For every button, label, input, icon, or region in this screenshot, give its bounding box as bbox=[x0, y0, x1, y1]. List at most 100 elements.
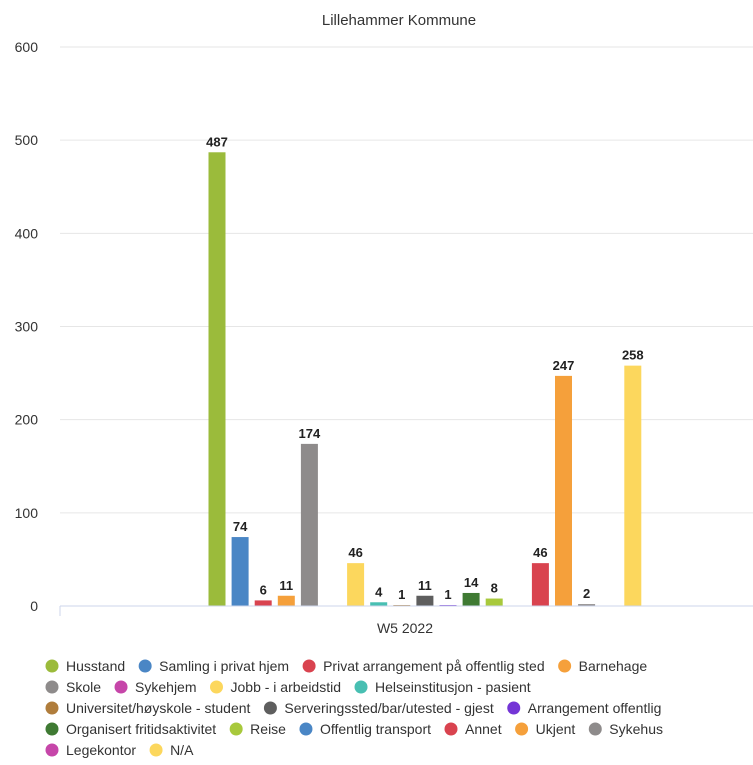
legend-marker bbox=[299, 722, 313, 736]
chart-title: Lillehammer Kommune bbox=[322, 12, 476, 29]
legend-item[interactable]: Sykehus bbox=[588, 721, 663, 737]
legend-marker bbox=[558, 659, 572, 673]
y-tick-label: 600 bbox=[15, 39, 39, 55]
legend-label: Sykehus bbox=[609, 721, 663, 737]
data-label: 247 bbox=[553, 358, 575, 373]
data-label: 46 bbox=[348, 545, 362, 560]
legend-marker bbox=[114, 680, 128, 694]
legend-item[interactable]: Organisert fritidsaktivitet bbox=[45, 721, 217, 737]
legend-item[interactable]: Helseinstitusjon - pasient bbox=[354, 679, 531, 695]
bar-jobb-i-arbeidstid[interactable] bbox=[347, 563, 365, 606]
legend-marker bbox=[45, 680, 59, 694]
data-label: 6 bbox=[260, 582, 267, 597]
legend-item[interactable]: Barnehage bbox=[558, 658, 647, 674]
legend-label: N/A bbox=[170, 742, 194, 758]
legend-item[interactable]: Privat arrangement på offentlig sted bbox=[302, 658, 545, 674]
bars bbox=[208, 152, 642, 607]
legend-item[interactable]: N/A bbox=[149, 742, 195, 758]
y-tick-label: 500 bbox=[15, 132, 39, 148]
legend-item[interactable]: Legekontor bbox=[45, 742, 137, 758]
y-tick-label: 400 bbox=[15, 225, 39, 241]
legend-item[interactable]: Skole bbox=[45, 679, 102, 695]
legend-label: Offentlig transport bbox=[320, 721, 431, 737]
legend-label: Samling i privat hjem bbox=[159, 658, 289, 674]
bar-helseinstitusjon-pasient[interactable] bbox=[370, 602, 388, 606]
data-label: 2 bbox=[583, 586, 590, 601]
data-label: 46 bbox=[533, 545, 547, 560]
bar-annet[interactable] bbox=[531, 563, 549, 606]
legend-marker bbox=[588, 722, 602, 736]
legend-label: Arrangement offentlig bbox=[528, 700, 662, 716]
y-tick-label: 0 bbox=[30, 598, 38, 614]
bar-privat-arrangement-p-offentlig-sted[interactable] bbox=[254, 600, 272, 606]
legend-label: Serveringssted/bar/utested - gjest bbox=[284, 700, 493, 716]
y-tick-label: 100 bbox=[15, 505, 39, 521]
bar-ukjent[interactable] bbox=[555, 375, 572, 606]
legend-item[interactable]: Universitet/høyskole - student bbox=[45, 700, 251, 716]
legend-item[interactable]: Samling i privat hjem bbox=[138, 658, 289, 674]
legend-marker bbox=[45, 659, 59, 673]
legend-marker bbox=[229, 722, 243, 736]
data-label: 174 bbox=[299, 426, 321, 441]
bar-samling-i-privat-hjem[interactable] bbox=[231, 537, 249, 606]
data-label: 258 bbox=[622, 348, 644, 363]
legend-label: Universitet/høyskole - student bbox=[66, 700, 251, 716]
legend-marker bbox=[45, 701, 59, 715]
y-tick-label: 300 bbox=[15, 319, 39, 335]
bar-organisert-fritidsaktivitet[interactable] bbox=[462, 592, 480, 606]
legend-label: Annet bbox=[465, 721, 502, 737]
data-label: 487 bbox=[206, 134, 228, 149]
y-tick-label: 200 bbox=[15, 412, 39, 428]
legend-label: Skole bbox=[66, 679, 101, 695]
legend-item[interactable]: Annet bbox=[444, 721, 502, 737]
legend-label: Reise bbox=[250, 721, 286, 737]
legend-marker bbox=[210, 680, 223, 694]
legend-label: Ukjent bbox=[536, 721, 576, 737]
y-axis-ticks: 0 100 200 300 400 500 600 bbox=[15, 39, 39, 614]
bar-husstand[interactable] bbox=[208, 152, 226, 607]
bar-barnehage[interactable] bbox=[277, 595, 295, 606]
legend-marker bbox=[138, 659, 152, 673]
legend-label: Jobb - i arbeidstid bbox=[231, 679, 342, 695]
legend-item[interactable]: Ukjent bbox=[515, 721, 575, 737]
legend-marker bbox=[45, 743, 59, 757]
bar-n-a[interactable] bbox=[624, 365, 642, 606]
legend-label: Barnehage bbox=[579, 658, 648, 674]
legend-label: Privat arrangement på offentlig sted bbox=[323, 658, 545, 674]
legend-label: Legekontor bbox=[66, 742, 136, 758]
data-label: 74 bbox=[233, 519, 248, 534]
legend: Husstand Samling i privat hjem Privat arra… bbox=[45, 658, 663, 758]
legend-marker bbox=[515, 722, 529, 736]
legend-item[interactable]: Arrangement offentlig bbox=[507, 700, 661, 716]
legend-item[interactable]: Jobb - i arbeidstid bbox=[210, 679, 341, 695]
legend-label: Helseinstitusjon - pasient bbox=[375, 679, 531, 695]
grid bbox=[60, 46, 753, 514]
legend-marker bbox=[444, 722, 458, 736]
legend-marker bbox=[45, 722, 59, 736]
legend-label: Organisert fritidsaktivitet bbox=[66, 721, 216, 737]
legend-item[interactable]: Offentlig transport bbox=[299, 721, 431, 737]
bar-serveringssted-bar-utested-gjest[interactable] bbox=[416, 595, 434, 606]
legend-marker bbox=[263, 701, 277, 715]
legend-marker bbox=[354, 680, 368, 694]
data-label: 8 bbox=[491, 581, 498, 596]
data-label: 1 bbox=[444, 587, 451, 602]
legend-marker bbox=[507, 701, 521, 715]
data-label: 11 bbox=[279, 578, 293, 593]
legend-label: Sykehjem bbox=[135, 679, 196, 695]
legend-item[interactable]: Sykehjem bbox=[114, 679, 197, 695]
data-label: 14 bbox=[464, 575, 479, 590]
data-label: 4 bbox=[375, 584, 383, 599]
legend-item[interactable]: Serveringssted/bar/utested - gjest bbox=[263, 700, 494, 716]
legend-item[interactable]: Husstand bbox=[45, 658, 126, 674]
data-label: 1 bbox=[398, 587, 405, 602]
legend-marker bbox=[149, 743, 163, 757]
legend-marker bbox=[302, 659, 316, 673]
bar-reise[interactable] bbox=[485, 598, 503, 606]
data-label: 11 bbox=[418, 578, 432, 593]
legend-item[interactable]: Reise bbox=[229, 721, 287, 737]
bar-skole[interactable] bbox=[300, 443, 318, 606]
bar-sykehus[interactable] bbox=[578, 604, 596, 606]
